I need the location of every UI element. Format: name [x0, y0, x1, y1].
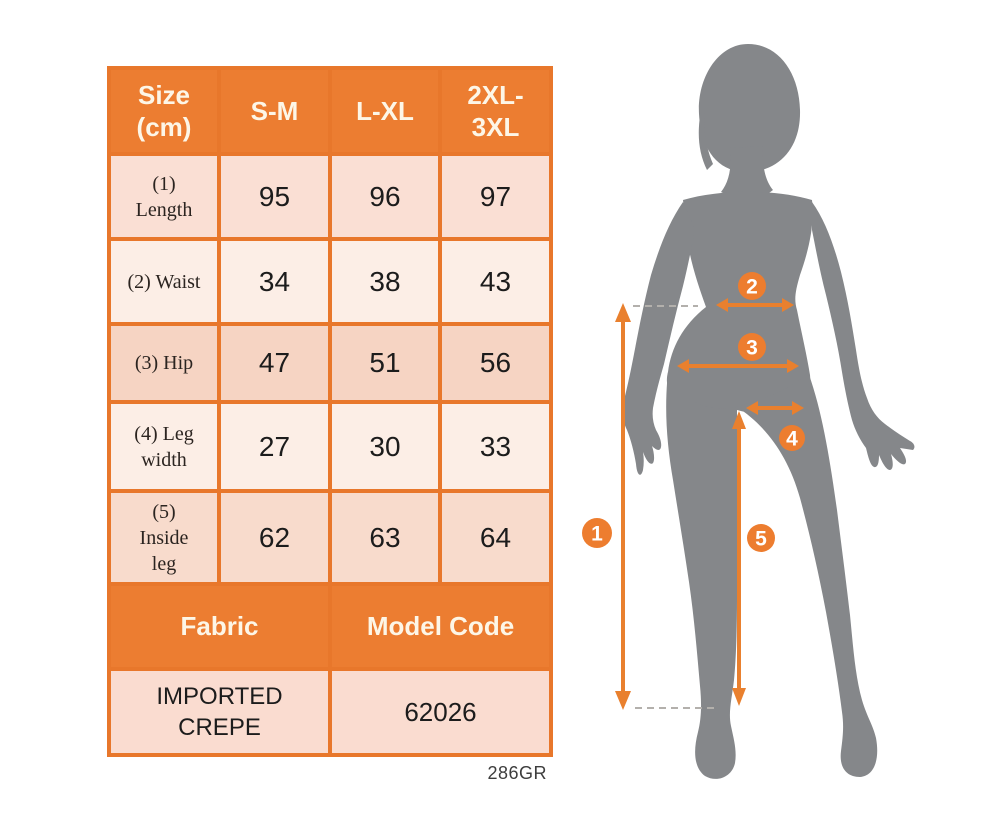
- body-measurement-figure: 1 2 3 4 5: [582, 44, 915, 779]
- row-label-length: (1) Length: [111, 156, 217, 237]
- cell-leg-width-sm: 27: [221, 404, 328, 489]
- header-s-m: S-M: [221, 70, 328, 152]
- silhouette-torso: [666, 191, 813, 413]
- weight-note: 286GR: [487, 763, 547, 783]
- marker-2: 2: [738, 272, 766, 300]
- svg-text:2: 2: [746, 276, 758, 299]
- silhouette-neck: [721, 146, 773, 199]
- silhouette-left-leg: [666, 372, 737, 779]
- female-silhouette: [622, 44, 915, 779]
- model-code-value: 62026: [332, 671, 549, 753]
- header-2xl-3xl: 2XL- 3XL: [442, 70, 549, 152]
- measurement-arrow-length: [615, 303, 631, 710]
- header-model-code: Model Code: [332, 586, 549, 667]
- row-label-inside-leg: (5) Inside leg: [111, 493, 217, 582]
- cell-hip-lxl: 51: [332, 326, 438, 400]
- row-label-waist: (2) Waist: [111, 241, 217, 322]
- cell-hip-sm: 47: [221, 326, 328, 400]
- size-table: Size (cm) S-M L-XL 2XL- 3XL (1) Length 9…: [107, 66, 553, 757]
- measurement-arrow-waist: [716, 298, 794, 312]
- cell-waist-lxl: 38: [332, 241, 438, 322]
- header-size-cm: Size (cm): [111, 70, 217, 152]
- measurement-arrow-leg-width: [746, 401, 804, 415]
- svg-text:1: 1: [591, 523, 603, 546]
- header-fabric: Fabric: [111, 586, 328, 667]
- cell-waist-sm: 34: [221, 241, 328, 322]
- silhouette-head: [698, 44, 801, 173]
- row-label-leg-width: (4) Leg width: [111, 404, 217, 489]
- measurement-arrow-hip: [677, 359, 799, 373]
- cell-inside-leg-2xl: 64: [442, 493, 549, 582]
- header-l-xl: L-XL: [332, 70, 438, 152]
- cell-length-sm: 95: [221, 156, 328, 237]
- silhouette-left-arm: [622, 202, 695, 475]
- marker-1: 1: [582, 518, 612, 548]
- fabric-value: IMPORTED CREPE: [111, 671, 328, 753]
- silhouette-right-leg: [737, 372, 878, 777]
- cell-waist-2xl: 43: [442, 241, 549, 322]
- svg-text:3: 3: [746, 337, 758, 360]
- cell-inside-leg-lxl: 63: [332, 493, 438, 582]
- svg-text:4: 4: [786, 428, 798, 451]
- marker-5: 5: [747, 524, 775, 552]
- row-label-hip: (3) Hip: [111, 326, 217, 400]
- cell-length-lxl: 96: [332, 156, 438, 237]
- marker-4: 4: [779, 425, 805, 451]
- silhouette-hair-wisp: [698, 110, 713, 170]
- measurement-arrow-inside-leg: [732, 411, 746, 706]
- marker-3: 3: [738, 333, 766, 361]
- svg-text:5: 5: [755, 528, 767, 551]
- cell-leg-width-2xl: 33: [442, 404, 549, 489]
- cell-inside-leg-sm: 62: [221, 493, 328, 582]
- cell-length-2xl: 97: [442, 156, 549, 237]
- cell-hip-2xl: 56: [442, 326, 549, 400]
- cell-leg-width-lxl: 30: [332, 404, 438, 489]
- silhouette-right-arm: [812, 202, 915, 470]
